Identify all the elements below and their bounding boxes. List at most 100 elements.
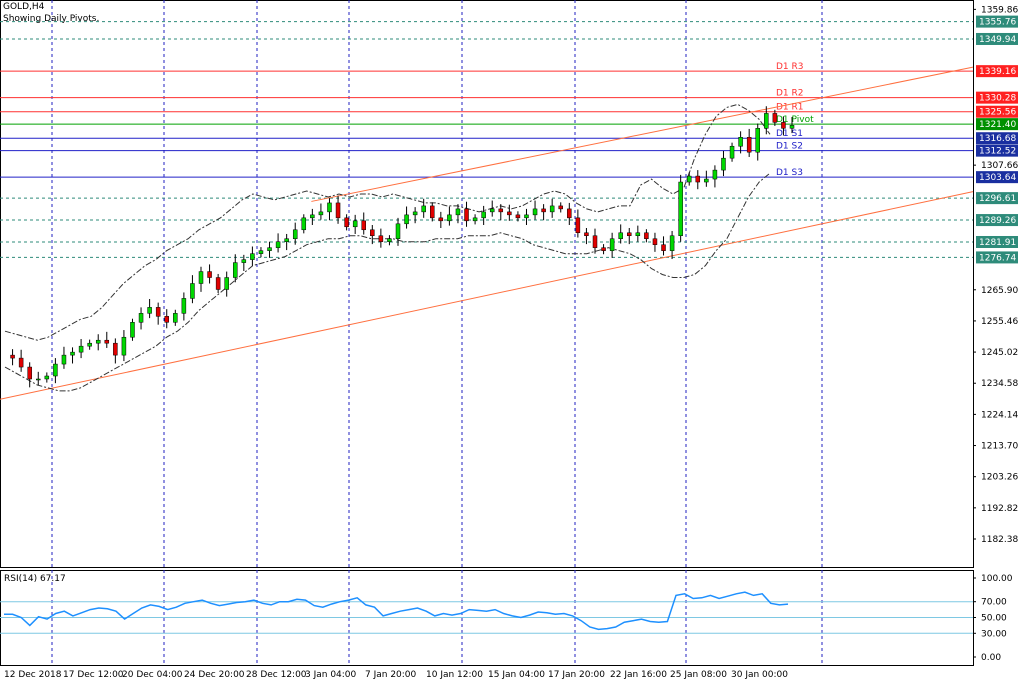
bear-candle [652,238,658,245]
pivot-label: D1 S3 [776,168,803,178]
price-label-text: 1303.64 [979,173,1016,183]
bull-candle [275,241,281,248]
bull-candle [267,247,272,251]
bull-candle [455,208,461,216]
rsi-line [4,591,789,631]
bull-candle [524,214,529,219]
bear-candle [155,307,161,317]
bear-candle [644,232,649,239]
bear-candle [207,271,212,278]
bear-candle [164,316,169,323]
price-label-text: 1339.16 [979,67,1016,77]
bull-candle [121,336,127,356]
y-axis-tick-label: 1182.38 [981,535,1018,545]
price-label-box [976,144,1018,157]
x-axis-tick-label: 20 Dec 04:00 [122,670,183,680]
x-axis-tick-label: 28 Dec 12:00 [246,670,307,680]
price-label-box [976,118,1018,131]
y-axis-tick-label: 1245.02 [981,348,1018,358]
bull-candle [712,169,718,180]
y-axis-tick-label: 1265.90 [981,286,1018,296]
bull-candle [738,137,743,147]
bull-candle [755,128,760,153]
bull-candle [669,235,675,251]
bear-candle [695,175,701,183]
price-label-text: 1316.68 [979,134,1016,144]
bear-candle [438,217,444,222]
bear-candle [215,277,221,290]
bear-candle [10,354,15,359]
pivot-label: D1 R3 [776,62,804,72]
y-axis-tick-label: 1307.66 [981,161,1018,171]
chart-subtitle: Showing Daily Pivots. [3,14,100,24]
bear-candle [361,220,366,231]
price-label-text: 1296.61 [979,194,1016,204]
bear-candle [541,208,546,213]
bull-candle [284,238,289,242]
x-axis-tick-label: 25 Jan 08:00 [670,670,727,680]
rsi-axis-label: 30.00 [981,629,1007,639]
rsi-axis-label: 100.00 [981,574,1013,584]
price-label-box [976,91,1018,104]
bull-candle [404,214,409,225]
bear-candle [464,208,469,222]
bear-candle [515,214,521,219]
price-label-text: 1289.26 [979,216,1016,226]
rsi-axis-label: 50.00 [981,614,1007,624]
x-axis-tick-label: 12 Dec 2018 [4,670,62,680]
bear-candle [627,232,632,237]
bear-candle [18,357,24,368]
bull-candle [301,217,307,231]
x-axis-tick-label: 17 Dec 12:00 [63,670,124,680]
bull-candle [481,211,486,219]
pivot-label: D1 R1 [776,103,804,113]
y-axis-tick-label: 1255.46 [981,317,1018,327]
bear-candle [781,122,786,129]
bear-candle [113,342,118,356]
bull-candle [250,253,255,260]
bull-candle [87,342,92,347]
bear-candle [27,366,32,380]
bull-candle [395,223,401,239]
x-axis-tick-label: 17 Jan 20:00 [548,670,605,680]
price-label-box [976,65,1018,78]
x-axis-tick-label: 24 Dec 20:00 [184,670,245,680]
bull-candle [721,157,726,171]
bull-candle [686,175,692,183]
price-label-box [976,15,1018,28]
bull-candle [61,354,67,365]
y-axis-tick-label: 1192.82 [981,504,1018,514]
pivot-label: D1 S1 [776,129,803,139]
bull-candle [44,375,50,380]
price-label-box [976,171,1018,184]
bull-candle [532,208,538,216]
x-axis-tick-label: 30 Jan 00:00 [731,670,788,680]
bear-candle [772,113,778,123]
bull-candle [173,313,178,323]
bull-candle [352,220,358,228]
y-axis-tick-label: 1224.14 [981,410,1018,420]
price-label-text: 1355.76 [979,18,1016,28]
main-plot-frame [0,0,974,568]
bull-candle [447,214,452,222]
bull-candle [609,238,615,251]
bull-candle [310,214,315,219]
rsi-axis-label: 0.00 [981,653,1001,663]
bear-candle [507,211,512,216]
bull-candle [549,205,555,213]
bull-candle [241,259,247,263]
bull-candle [36,378,41,381]
bull-candle [53,363,58,377]
bull-candle [95,339,101,344]
x-axis-tick-label: 22 Jan 16:00 [610,670,667,680]
bull-candle [190,283,195,299]
price-label-text: 1349.94 [979,35,1016,45]
bull-candle [198,271,204,284]
bull-candle [635,232,641,237]
pivot-label: D1 S2 [776,142,803,152]
bear-candle [370,229,375,237]
rsi-axis-label: 70.00 [981,598,1007,608]
rsi-label: RSI(14) 67.17 [4,574,66,584]
